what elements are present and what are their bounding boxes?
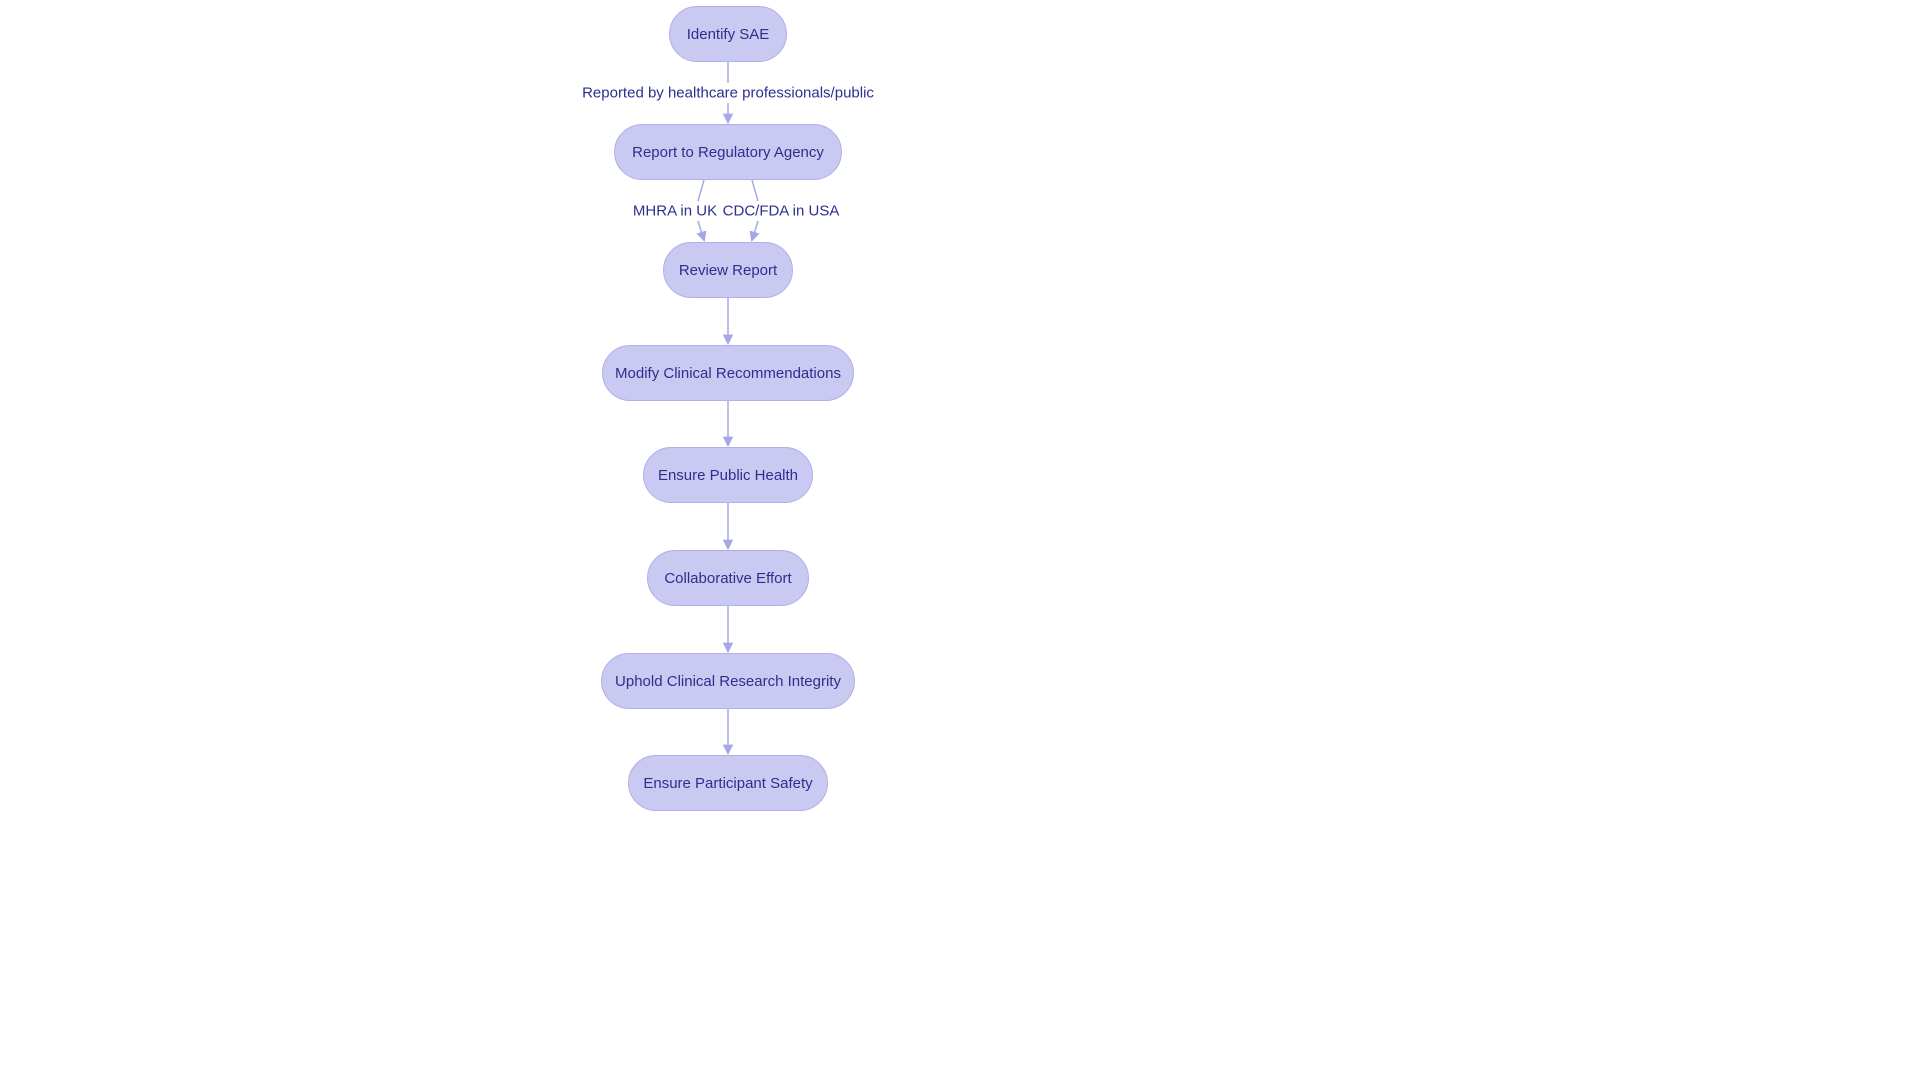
flowchart-canvas: Identify SAE Report to Regulatory Agency R… [0,0,1920,1080]
node-label: Ensure Public Health [658,467,798,484]
flowchart-edge [698,221,704,240]
flowchart-node: Ensure Participant Safety [628,755,828,811]
node-label: Report to Regulatory Agency [632,144,824,161]
node-label: Modify Clinical Recommendations [615,365,841,382]
edges-layer [0,0,1920,1080]
flowchart-node: Collaborative Effort [647,550,809,606]
node-label: Identify SAE [687,26,770,43]
node-label: Review Report [679,262,777,279]
flowchart-node: Modify Clinical Recommendations [602,345,854,401]
edge-label: Reported by healthcare professionals/pub… [578,85,878,102]
node-label: Collaborative Effort [664,570,791,587]
flowchart-edge [752,180,758,201]
node-label: Uphold Clinical Research Integrity [615,673,841,690]
edge-label: MHRA in UK [629,203,721,220]
node-label: Ensure Participant Safety [643,775,812,792]
flowchart-node: Uphold Clinical Research Integrity [601,653,855,709]
flowchart-node: Identify SAE [669,6,787,62]
flowchart-edge [752,221,758,240]
flowchart-node: Ensure Public Health [643,447,813,503]
flowchart-edge [698,180,704,201]
flowchart-node: Review Report [663,242,793,298]
flowchart-node: Report to Regulatory Agency [614,124,842,180]
edge-label: CDC/FDA in USA [719,203,844,220]
